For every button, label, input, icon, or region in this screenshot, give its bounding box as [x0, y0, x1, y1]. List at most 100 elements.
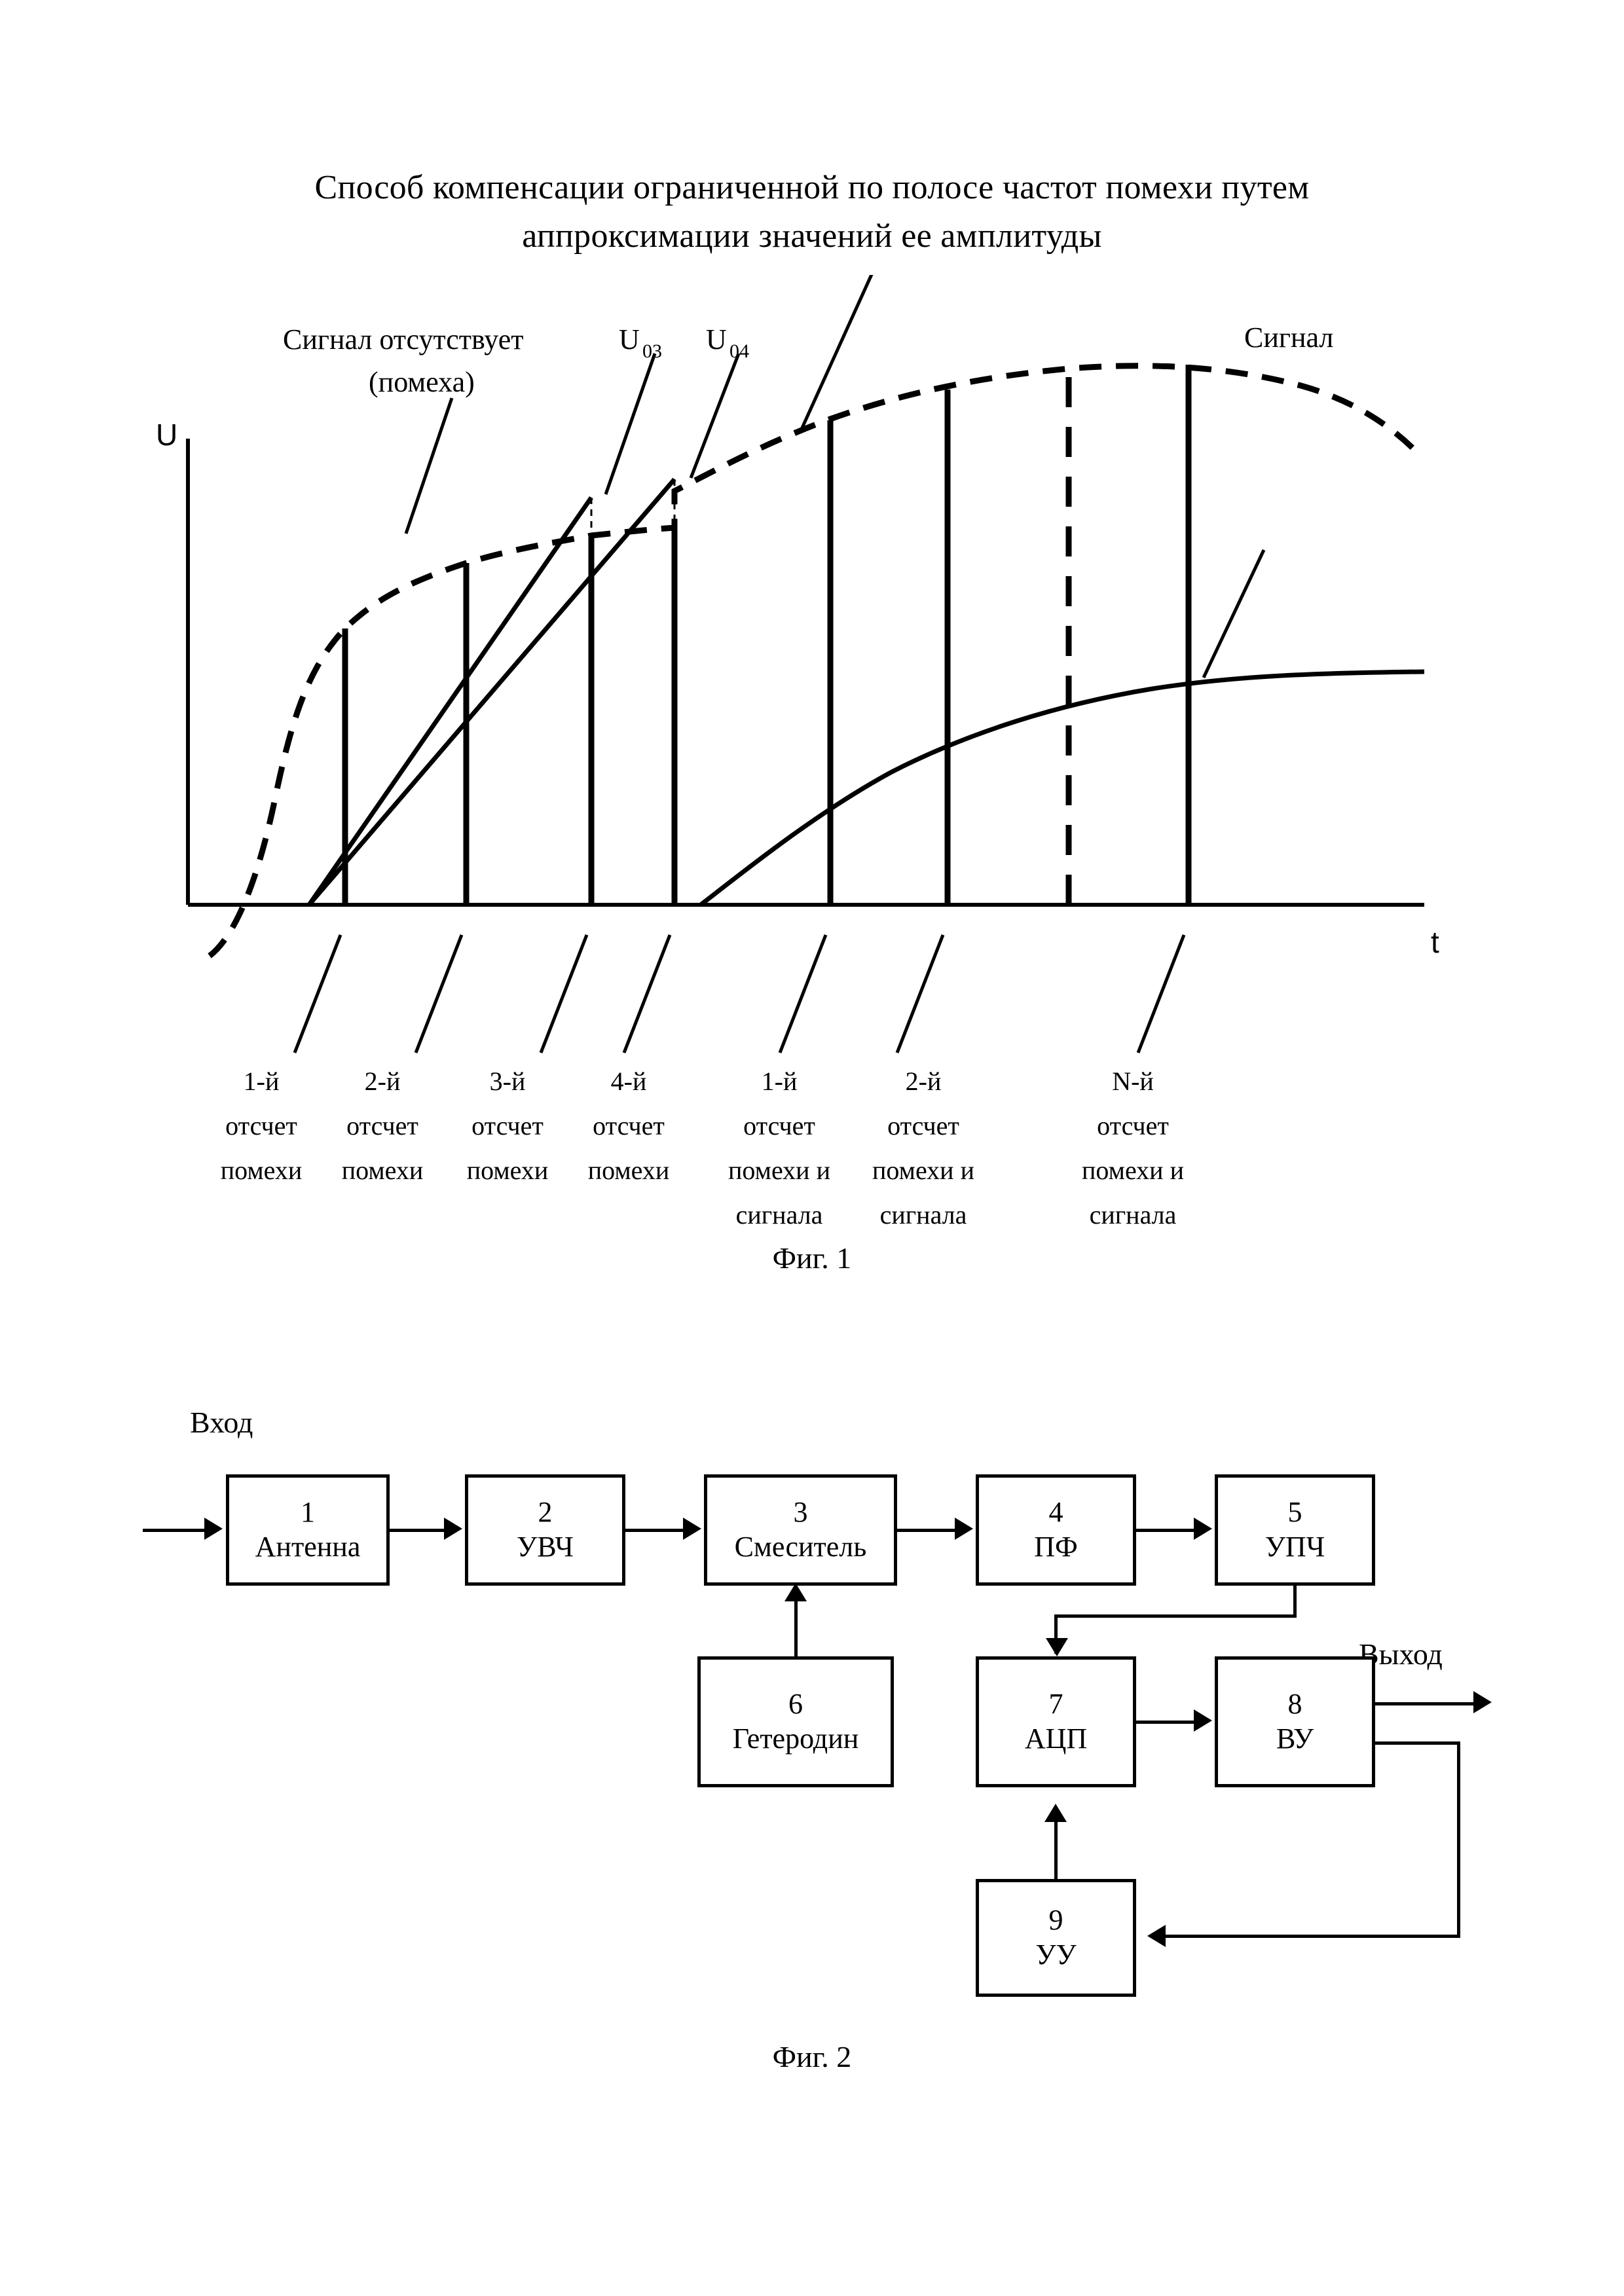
sample-label-6-line4: сигнала [880, 1200, 967, 1224]
connector-input-to-antenna [143, 1529, 208, 1532]
connector-5-to-7-vertical-left [1054, 1614, 1058, 1654]
block-4-number: 4 [1048, 1496, 1063, 1528]
block-3-mixer[interactable]: 3 Смеситель [704, 1474, 897, 1586]
annotation-leaders [404, 275, 1266, 679]
sample-leader-4 [622, 934, 672, 1053]
sample-label-5-line4: сигнала [736, 1200, 823, 1224]
block-7-adc[interactable]: 7 АЦП [976, 1656, 1136, 1787]
annotation-u04-base: U [706, 323, 727, 355]
annotation-u03-base: U [619, 323, 640, 355]
block-6-name: Гетеродин [732, 1722, 859, 1755]
block-2-uvch[interactable]: 2 УВЧ [465, 1474, 625, 1586]
figure-2-caption: Фиг. 2 [772, 2040, 852, 2073]
figure-2: Вход Выход 1 Антенна 2 УВЧ 3 Смеситель 4… [0, 1375, 1624, 2030]
sample-label-6: 2-й отсчет помехи и сигнала [872, 1066, 974, 1224]
sample-leader-6 [895, 934, 945, 1053]
page-title-line-1: Способ компенсации ограниченной по полос… [314, 169, 1310, 206]
sample-label-5-line2: отсчет [743, 1111, 815, 1140]
connector-1-to-2 [390, 1529, 445, 1532]
block-5-number: 5 [1287, 1496, 1302, 1528]
sample-label-3: 3-й отсчет помехи [467, 1066, 549, 1185]
sample-label-leaders [293, 934, 1186, 1053]
block-8-output-unit[interactable]: 8 ВУ [1215, 1656, 1375, 1787]
block-6-number: 6 [788, 1688, 803, 1720]
sample-label-7-line2: отсчет [1097, 1111, 1169, 1140]
sample-label-4-line3: помехи [588, 1156, 670, 1185]
block-1-antenna[interactable]: 1 Антенна [226, 1474, 390, 1586]
approximation-lines [307, 477, 676, 907]
figure-1: U t Сигнал отсутствует (помеха) U 03 U 0… [0, 275, 1624, 1224]
connector-5-to-7-vertical-right [1293, 1586, 1297, 1617]
leader-u03 [604, 353, 657, 495]
arrowhead-6-to-3 [784, 1583, 807, 1601]
figure-1-caption: Фиг. 1 [772, 1241, 852, 1275]
sample-label-7-index: N-й [1112, 1066, 1154, 1096]
sample-label-7: N-й отсчет помехи и сигнала [1082, 1066, 1184, 1224]
connector-8-to-9-horizontal-top [1375, 1741, 1460, 1745]
sample-label-5-index: 1-й [762, 1066, 798, 1096]
sample-label-2-line2: отсчет [346, 1111, 418, 1140]
series-signal [699, 669, 1425, 907]
block-2-name: УВЧ [517, 1531, 574, 1563]
sample-label-2-line3: помехи [342, 1156, 424, 1185]
series-signal-and-noise [208, 363, 1422, 958]
sample-label-6-index: 2-й [906, 1066, 942, 1096]
sample-label-6-line2: отсчет [887, 1111, 959, 1140]
block-7-number: 7 [1048, 1688, 1063, 1720]
leader-u04 [689, 353, 741, 479]
connector-8-to-9-vertical [1457, 1741, 1460, 1938]
sample-label-6-line3: помехи и [872, 1156, 974, 1185]
annotation-u03: U 03 [619, 323, 662, 362]
sample-label-4-line2: отсчет [593, 1111, 665, 1140]
arrowhead-7-to-8 [1194, 1709, 1212, 1732]
block-6-local-oscillator[interactable]: 6 Гетеродин [697, 1656, 894, 1787]
connector-5-to-7-horizontal [1054, 1614, 1297, 1618]
connector-9-to-7 [1054, 1808, 1058, 1880]
arrowhead-9-to-7 [1044, 1804, 1067, 1822]
block-1-number: 1 [301, 1496, 315, 1528]
connector-7-to-8 [1136, 1721, 1195, 1724]
sample-label-7-line3: помехи и [1082, 1156, 1184, 1185]
sample-label-5: 1-й отсчет помехи и сигнала [728, 1066, 830, 1224]
block-5-name: УПЧ [1264, 1531, 1325, 1563]
block-1-name: Антенна [255, 1531, 361, 1563]
sample-leader-5 [778, 934, 828, 1053]
sample-label-1-line3: помехи [221, 1156, 303, 1185]
figure-1-chart: U t Сигнал отсутствует (помеха) U 03 U 0… [156, 275, 1439, 1224]
sample-label-7-line4: сигнала [1090, 1200, 1177, 1224]
annotation-u04-subscript: 04 [729, 340, 749, 362]
block-7-name: АЦП [1024, 1722, 1088, 1755]
block-5-if-amplifier[interactable]: 5 УПЧ [1215, 1474, 1375, 1586]
block-4-name: ПФ [1034, 1531, 1078, 1563]
arrowhead-4-to-5 [1194, 1518, 1212, 1540]
block-9-number: 9 [1048, 1904, 1063, 1936]
input-label: Вход [190, 1406, 253, 1439]
connector-3-to-4 [897, 1529, 956, 1532]
sample-label-2-index: 2-й [365, 1066, 401, 1096]
sample-leader-7 [1136, 934, 1186, 1053]
block-4-bandpass-filter[interactable]: 4 ПФ [976, 1474, 1136, 1586]
approx-line-u04 [307, 477, 676, 907]
axis-label-y: U [156, 418, 177, 452]
arrowhead-8-to-9 [1147, 1925, 1166, 1947]
sample-label-1: 1-й отсчет помехи [221, 1066, 303, 1185]
sample-label-3-line3: помехи [467, 1156, 549, 1185]
block-9-control-unit[interactable]: 9 УУ [976, 1879, 1136, 1997]
connector-8-to-output [1375, 1702, 1480, 1705]
block-3-number: 3 [793, 1496, 808, 1528]
approx-line-u03 [307, 496, 593, 906]
block-3-name: Смеситель [734, 1531, 867, 1563]
sample-leader-3 [539, 934, 589, 1053]
sample-label-3-line2: отсчет [471, 1111, 544, 1140]
arrowhead-input-to-antenna [204, 1518, 223, 1540]
sample-label-4-index: 4-й [611, 1066, 647, 1096]
arrowhead-3-to-4 [955, 1518, 973, 1540]
page-title-line-2: аппроксимации значений ее амплитуды [522, 217, 1102, 255]
annotation-u04: U 04 [706, 323, 749, 362]
sample-leader-1 [293, 934, 342, 1053]
connector-8-to-9-horizontal-bottom [1166, 1935, 1460, 1938]
arrowhead-5-to-7 [1046, 1638, 1068, 1656]
connector-2-to-3 [625, 1529, 683, 1532]
sample-label-1-index: 1-й [244, 1066, 280, 1096]
